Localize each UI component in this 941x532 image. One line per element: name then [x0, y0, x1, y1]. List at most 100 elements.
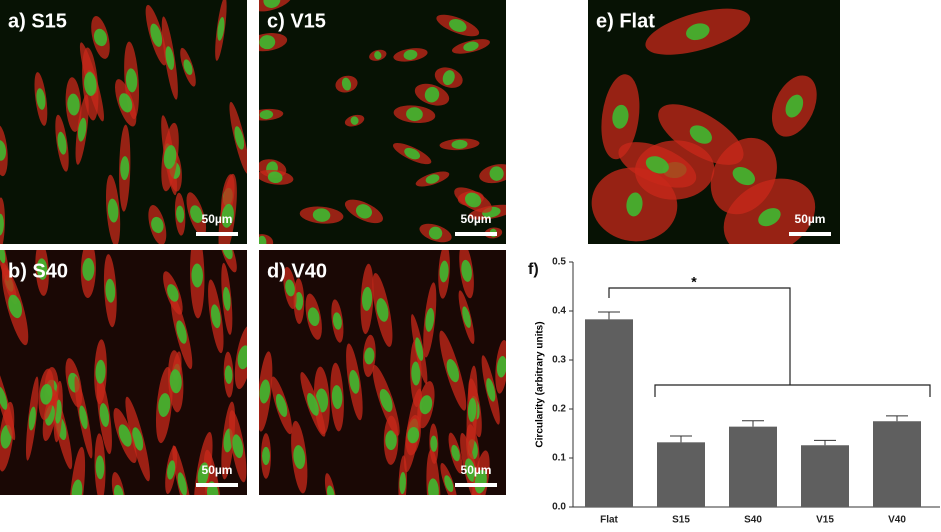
nucleus [176, 205, 185, 223]
nucleus [232, 434, 244, 459]
nucleus [312, 208, 331, 222]
nucleus [150, 23, 163, 47]
nucleus [125, 68, 138, 93]
nucleus [0, 140, 7, 161]
nucleus [79, 405, 88, 430]
panel-label: c) V15 [267, 10, 326, 32]
nucleus [486, 378, 496, 402]
nucleus [259, 235, 267, 244]
nucleus [425, 307, 435, 332]
nucleus [169, 369, 182, 394]
nucleus [8, 294, 22, 319]
significance-bracket [608, 287, 931, 397]
nucleus [262, 446, 270, 466]
nucleus [77, 117, 87, 142]
nucleus [93, 28, 108, 47]
nucleus [626, 192, 643, 217]
scale-bar-label: 50µm [461, 463, 492, 477]
nucleus [40, 384, 53, 405]
scale-bar-label: 50µm [202, 212, 233, 226]
scale-bar-label: 50µm [202, 463, 233, 477]
nucleus [0, 386, 8, 410]
nucleus [612, 104, 629, 129]
nucleus [190, 205, 203, 223]
nucleus [307, 307, 320, 326]
nucleus [197, 462, 209, 487]
nucleus [167, 284, 179, 302]
nucleus [222, 250, 233, 260]
nucleus [686, 23, 710, 41]
nucleus [467, 397, 477, 422]
nucleus [191, 263, 203, 288]
panel-label: a) S15 [8, 10, 67, 32]
nucleus [217, 16, 225, 41]
nucleus [119, 93, 133, 113]
nucleus [71, 479, 83, 495]
panel-label: b) S40 [8, 260, 68, 282]
nucleus [379, 388, 393, 412]
nucleus [411, 361, 421, 386]
y-tick-label: 0.1 [552, 453, 566, 464]
nucleus [496, 356, 506, 378]
bar [873, 421, 921, 507]
nucleus [451, 444, 460, 462]
nucleus [82, 257, 95, 281]
nucleus [350, 116, 359, 125]
nucleus [461, 259, 472, 282]
nucleus [120, 156, 130, 181]
nucleus [446, 359, 460, 383]
nucleus [0, 213, 4, 236]
nucleus [326, 485, 335, 495]
nucleus [275, 393, 288, 417]
nucleus [355, 204, 372, 219]
nucleus [259, 110, 274, 120]
nucleus [349, 369, 360, 394]
nucleus [285, 279, 295, 297]
nucleus [113, 484, 124, 495]
nucleus [462, 306, 471, 328]
nucleus [419, 395, 433, 415]
cells [0, 250, 247, 495]
nucleus [151, 216, 164, 234]
nucleus [489, 166, 504, 181]
nucleus [732, 167, 756, 186]
nucleus [442, 70, 455, 86]
nucleus [449, 19, 467, 33]
nucleus [99, 403, 110, 427]
y-axis-title: Circularity (arbitrary units) [535, 321, 546, 447]
nucleus [428, 478, 439, 495]
nucleus [158, 393, 171, 418]
y-tick-label: 0.3 [552, 355, 566, 366]
nucleus [464, 192, 482, 208]
nucleus [259, 35, 276, 50]
nucleus [259, 379, 271, 404]
y-tick-label: 0.4 [552, 306, 566, 317]
nucleus [428, 226, 443, 240]
y-tick-label: 0.2 [552, 404, 566, 415]
nucleus [425, 174, 440, 184]
x-tick-label: S15 [672, 515, 690, 526]
x-tick-label: Flat [600, 515, 618, 526]
x-tick-label: V40 [888, 515, 906, 526]
nucleus [331, 385, 343, 410]
nucleus [206, 481, 219, 495]
cells [259, 0, 506, 244]
nucleus [439, 260, 449, 283]
nucleus [107, 198, 119, 223]
nucleus [785, 94, 804, 118]
panel-label: f) [528, 261, 539, 278]
panel-label: e) Flat [596, 10, 655, 32]
bar [729, 426, 777, 507]
nucleus [183, 59, 193, 76]
cells [0, 0, 247, 244]
x-tick-label: V15 [816, 515, 834, 526]
nucleus [689, 125, 712, 144]
bar [657, 442, 705, 507]
nucleus [430, 435, 438, 452]
nucleus [293, 445, 306, 470]
nucleus [223, 286, 231, 311]
nucleus [403, 49, 418, 60]
nucleus [645, 156, 669, 174]
nucleus [385, 430, 397, 451]
